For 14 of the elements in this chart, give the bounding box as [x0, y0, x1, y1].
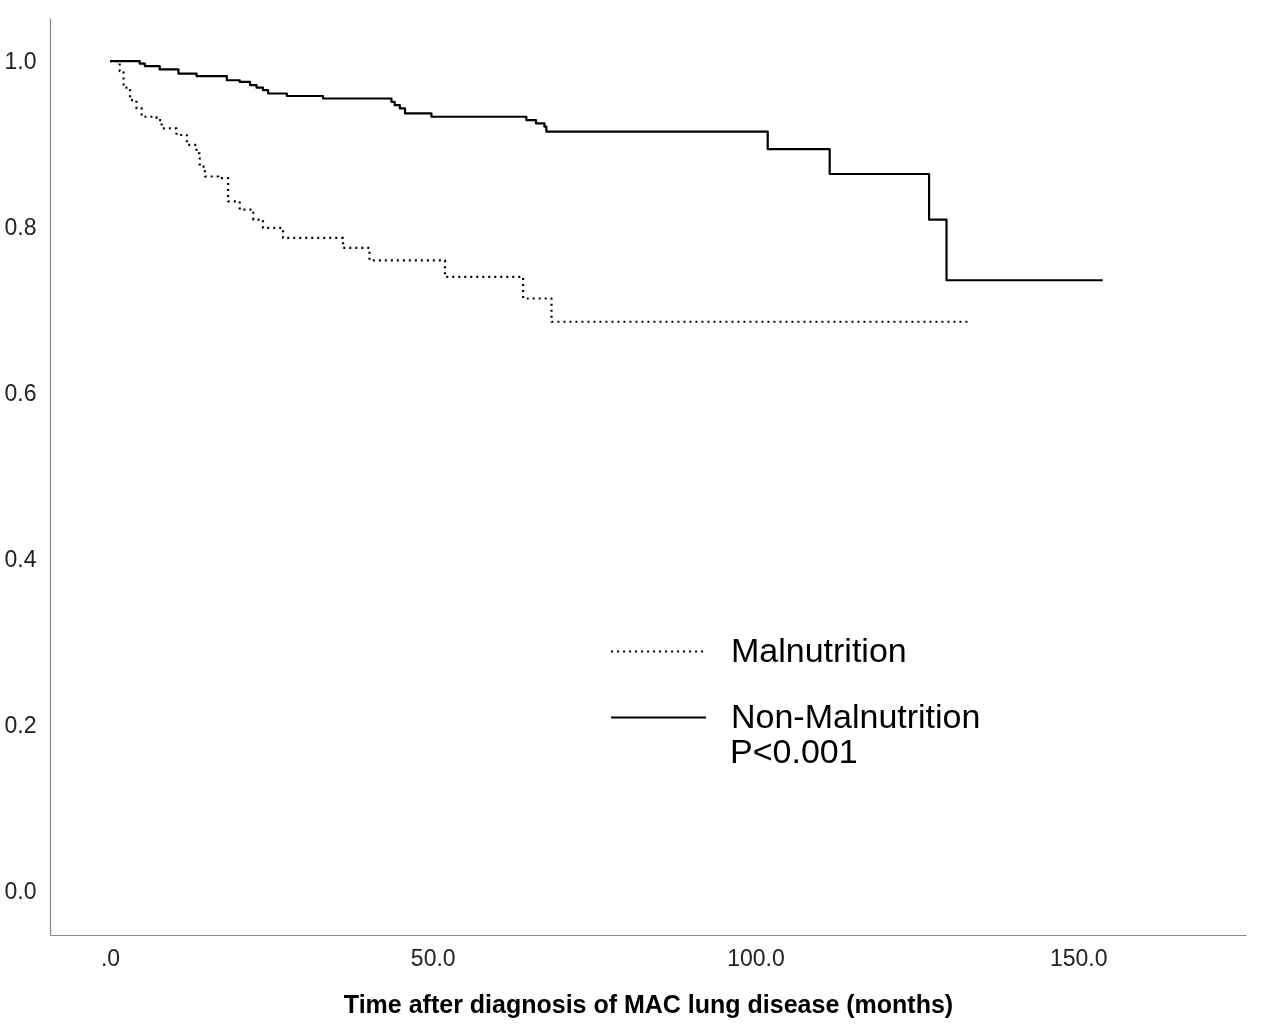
x-tick-label: 50.0: [410, 944, 456, 971]
y-tick-label: 0.2: [4, 711, 37, 738]
x-tick-label: .0: [100, 944, 121, 971]
y-tick-label: 0.8: [4, 213, 37, 240]
x-tick-label: 150.0: [1049, 944, 1108, 971]
x-tick-label: 100.0: [727, 944, 785, 971]
y-tick-label: 0.4: [4, 545, 37, 572]
annotation: P<0.001: [730, 732, 858, 770]
legend-label: Malnutrition: [731, 630, 907, 669]
y-tick-label: 0.0: [4, 877, 37, 904]
y-tick-label: 1.0: [4, 47, 37, 74]
y-tick-label: 0.6: [4, 379, 37, 406]
legend-label: Non-Malnutrition: [731, 696, 981, 735]
x-axis-title: Time after diagnosis of MAC lung disease (months): [343, 989, 954, 1018]
